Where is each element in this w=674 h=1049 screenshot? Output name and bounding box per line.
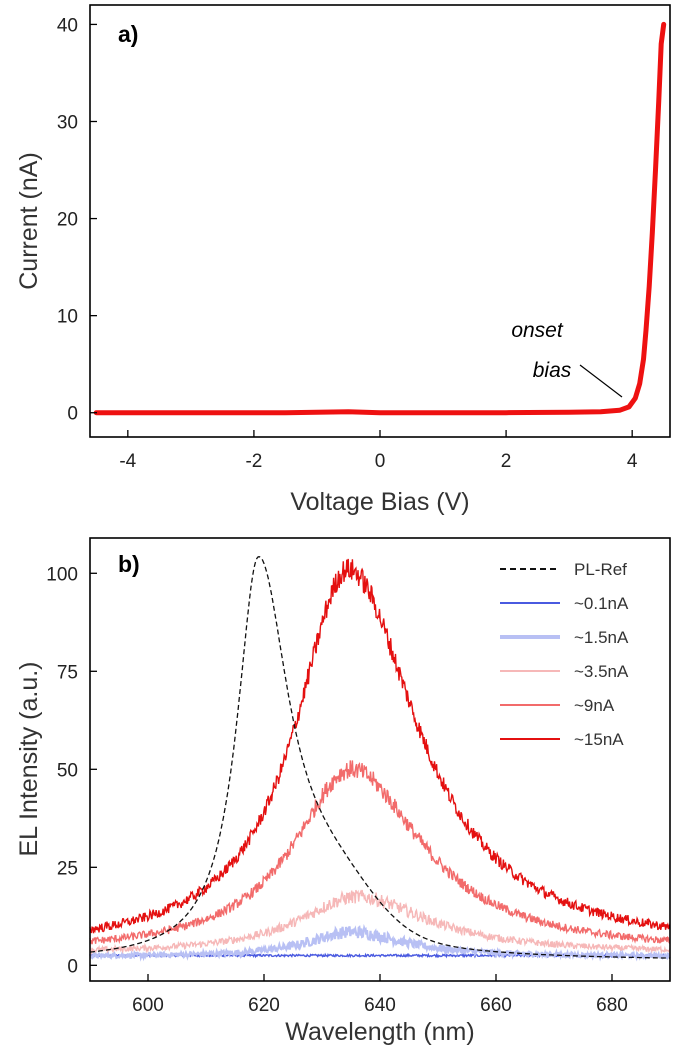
y-axis-title-b: EL Intensity (a.u.) bbox=[15, 662, 43, 857]
panel-b: 600 620 640 660 680 0 25 50 75 100 Wavelength (n… bbox=[15, 537, 671, 1046]
x-tick-label-a: -4 bbox=[119, 451, 136, 472]
spectrum-series-line bbox=[89, 889, 671, 956]
legend-label: ~1.5nA bbox=[574, 628, 629, 647]
y-tick-label-b: 100 bbox=[46, 564, 78, 585]
legend-label: ~9nA bbox=[574, 696, 615, 715]
legend: PL-Ref ~0.1nA ~1.5nA ~3.5nA ~9nA ~15nA bbox=[500, 560, 629, 749]
current-voltage-curve bbox=[93, 21, 667, 416]
y-tick-label-a: 30 bbox=[57, 112, 78, 133]
y-tick-label-a: 20 bbox=[57, 210, 78, 231]
x-tick-label-b: 600 bbox=[132, 995, 164, 1016]
legend-label: ~3.5nA bbox=[574, 662, 629, 681]
panel-label-b: b) bbox=[118, 551, 140, 577]
y-tick-label-a: 10 bbox=[57, 307, 78, 328]
x-ticks-a: -4 -2 0 2 4 bbox=[119, 430, 638, 472]
x-axis-title-b: Wavelength (nm) bbox=[285, 1018, 474, 1046]
annotation-pointer bbox=[579, 364, 623, 398]
y-tick-label-a: 40 bbox=[57, 15, 78, 36]
x-ticks-b: 600 620 640 660 680 bbox=[132, 974, 628, 1016]
y-tick-label-b: 75 bbox=[57, 662, 78, 683]
y-ticks-b: 0 25 50 75 100 bbox=[46, 564, 97, 977]
el-spectra bbox=[88, 556, 671, 962]
spectrum-series-line bbox=[89, 558, 671, 934]
y-ticks-a: 0 10 20 30 40 bbox=[57, 15, 97, 425]
iv-series-line bbox=[93, 21, 667, 416]
y-tick-label-b: 0 bbox=[67, 956, 78, 977]
annotation-onset: onset bbox=[511, 319, 564, 342]
x-tick-label-b: 680 bbox=[596, 995, 628, 1016]
legend-label: ~0.1nA bbox=[574, 594, 629, 613]
x-tick-label-b: 660 bbox=[480, 995, 512, 1016]
plot-frame-a bbox=[89, 4, 671, 438]
x-tick-label-a: -2 bbox=[245, 451, 262, 472]
spectrum-series-line bbox=[89, 760, 671, 945]
y-tick-label-a: 0 bbox=[67, 404, 78, 425]
x-tick-label-a: 4 bbox=[627, 451, 638, 472]
y-axis-title-a: Current (nA) bbox=[15, 152, 43, 290]
x-tick-label-b: 640 bbox=[364, 995, 396, 1016]
legend-label: ~15nA bbox=[574, 730, 624, 749]
x-tick-label-a: 0 bbox=[375, 451, 386, 472]
x-tick-label-a: 2 bbox=[501, 451, 512, 472]
legend-label: PL-Ref bbox=[574, 560, 627, 579]
y-tick-label-b: 25 bbox=[57, 858, 78, 879]
x-tick-label-b: 620 bbox=[248, 995, 280, 1016]
y-tick-label-b: 50 bbox=[57, 760, 78, 781]
panel-a: -4 -2 0 2 4 0 10 20 30 40 Voltage Bias (V) Curre… bbox=[15, 4, 671, 516]
panel-label-a: a) bbox=[118, 21, 138, 47]
spectrum-series-line bbox=[89, 556, 670, 959]
annotation-bias: bias bbox=[533, 359, 572, 382]
x-axis-title-a: Voltage Bias (V) bbox=[290, 488, 469, 516]
